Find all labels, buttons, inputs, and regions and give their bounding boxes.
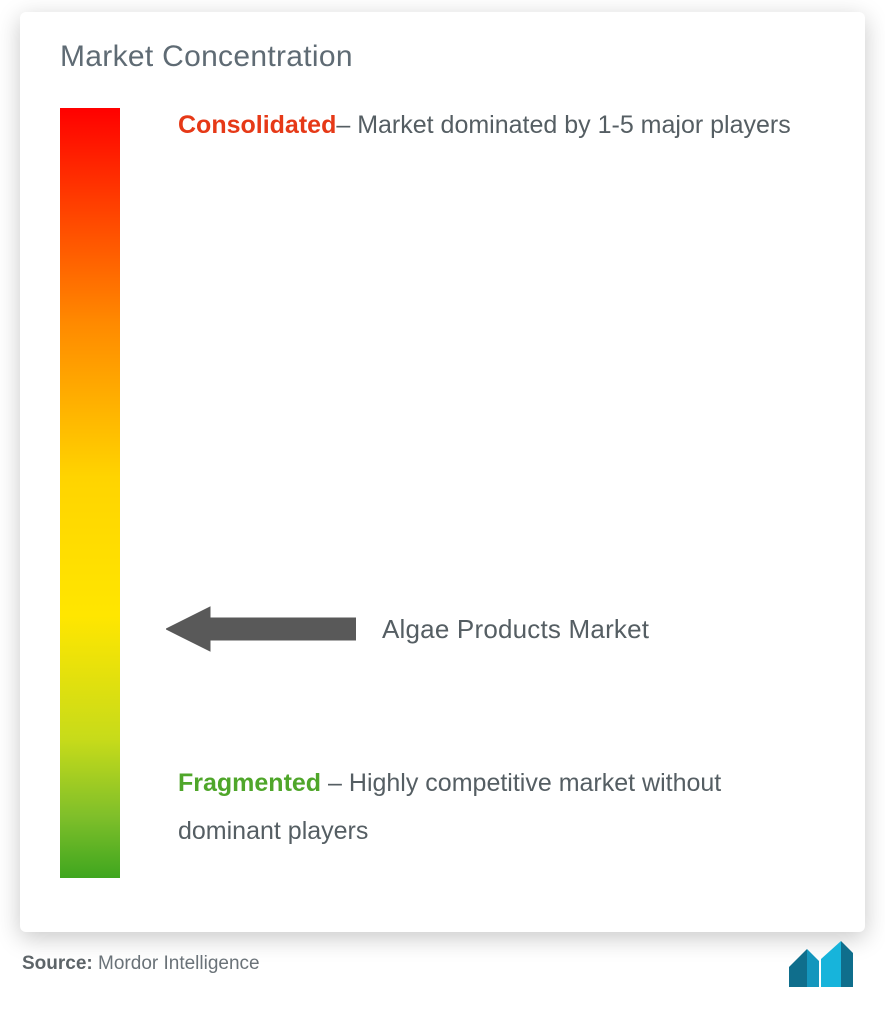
fragmented-keyword: Fragmented (178, 769, 321, 797)
content-area: Consolidated– Market dominated by 1-5 ma… (60, 108, 825, 888)
footer: Source: Mordor Intelligence (22, 941, 863, 987)
consolidated-text: – Market dominated by 1-5 major players (336, 111, 790, 139)
consolidated-label: Consolidated– Market dominated by 1-5 ma… (178, 102, 815, 150)
brand-logo-icon (785, 941, 863, 987)
source-line: Source: Mordor Intelligence (22, 953, 260, 975)
arrow-left-icon (166, 604, 356, 654)
concentration-gradient-bar (60, 108, 120, 878)
infographic-card: Market Concentration Consolidated– Marke… (20, 12, 865, 932)
market-marker: Algae Products Market (166, 604, 649, 654)
fragmented-label: Fragmented – Highly competitive market w… (178, 760, 815, 855)
page-title: Market Concentration (60, 40, 825, 74)
consolidated-keyword: Consolidated (178, 111, 336, 139)
source-value: Mordor Intelligence (93, 953, 260, 974)
market-name-label: Algae Products Market (382, 614, 649, 645)
source-label: Source: (22, 953, 93, 974)
